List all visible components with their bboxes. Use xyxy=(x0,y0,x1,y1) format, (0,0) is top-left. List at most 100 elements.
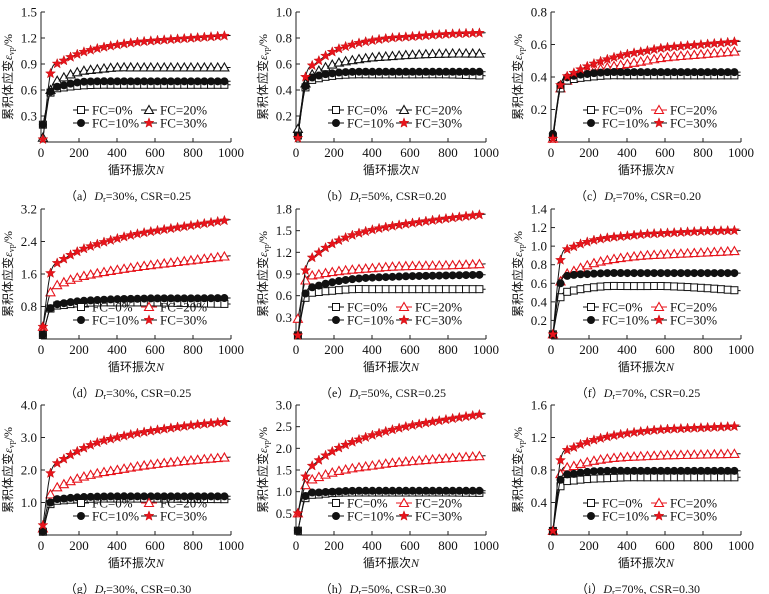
caption-part: r xyxy=(358,195,361,204)
data-point xyxy=(53,495,62,504)
data-point xyxy=(440,413,452,425)
data-point xyxy=(696,269,705,278)
data-point xyxy=(642,450,653,461)
data-point xyxy=(375,67,384,76)
data-point xyxy=(623,282,632,291)
data-point xyxy=(581,436,593,447)
legend-label: FC=20% xyxy=(670,496,717,511)
data-point xyxy=(321,279,330,288)
series-fc10 xyxy=(38,294,231,339)
x-tick-label: 800 xyxy=(693,145,713,160)
data-point xyxy=(100,295,109,304)
legend-label: FC=10% xyxy=(92,313,139,328)
data-point xyxy=(421,486,430,495)
data-point xyxy=(695,38,707,50)
data-point xyxy=(313,454,325,465)
caption-part: D xyxy=(602,582,612,594)
y-label-ylabel_unit: /% xyxy=(511,34,525,47)
data-point xyxy=(636,466,645,475)
x-tick-label: 200 xyxy=(69,538,89,553)
legend-label: FC=0% xyxy=(602,496,643,511)
data-point xyxy=(218,30,230,41)
y-tick-label: 1.8 xyxy=(276,202,292,217)
x-tick-label: 400 xyxy=(107,145,127,160)
data-point xyxy=(218,250,230,261)
data-point xyxy=(668,248,680,259)
data-point xyxy=(207,492,216,501)
data-point xyxy=(355,285,364,294)
legend-label: FC=10% xyxy=(347,313,394,328)
caption-part: =50%, CSR=0.25 xyxy=(361,386,446,400)
data-point xyxy=(213,492,222,501)
data-point xyxy=(152,224,163,236)
data-point xyxy=(663,68,672,77)
data-point xyxy=(355,486,364,495)
legend-item: FC=20% xyxy=(396,300,462,315)
legend-item: FC=10% xyxy=(328,313,394,328)
legend-label: FC=20% xyxy=(160,103,207,118)
data-point xyxy=(185,419,197,431)
data-point xyxy=(440,259,452,270)
data-point xyxy=(662,51,673,62)
data-point xyxy=(207,294,216,303)
legend-marker-icon xyxy=(77,303,85,311)
data-point xyxy=(193,492,202,501)
y-label-ylabel_main: 累积体应变 xyxy=(510,60,525,120)
data-point xyxy=(341,275,350,284)
x-tick-label: 0 xyxy=(548,145,555,160)
data-point xyxy=(341,285,350,294)
legend-label: FC=0% xyxy=(347,103,388,118)
data-point xyxy=(722,46,734,57)
y-axis-label: 累积体应变εvp/% xyxy=(255,427,271,513)
data-point xyxy=(153,77,162,86)
data-point xyxy=(218,61,230,72)
data-point xyxy=(138,35,150,47)
data-point xyxy=(185,61,197,72)
series-fc30 xyxy=(547,224,741,340)
data-point xyxy=(328,286,337,295)
caption-part: （ xyxy=(65,386,77,400)
y-tick-label: 4.0 xyxy=(21,398,37,413)
legend-marker-icon xyxy=(332,512,340,520)
caption-part: ） xyxy=(592,189,604,203)
legend-marker-icon xyxy=(77,106,85,114)
data-point xyxy=(313,246,325,258)
caption-part: g xyxy=(77,582,83,594)
data-point xyxy=(53,82,62,91)
data-point xyxy=(328,69,337,78)
y-tick-label: 1.0 xyxy=(531,239,547,254)
data-point xyxy=(306,460,318,471)
data-point xyxy=(71,445,83,457)
x-axis-label: 循环振次N xyxy=(618,163,675,177)
data-point xyxy=(192,61,204,72)
x-tick-label: 600 xyxy=(655,145,675,160)
data-point xyxy=(91,436,103,448)
y-axis-label: 累积体应变εvp/% xyxy=(510,427,526,513)
data-point xyxy=(138,226,150,238)
data-point xyxy=(105,40,117,51)
legend-marker-icon xyxy=(653,301,665,312)
series-fc10 xyxy=(548,68,741,138)
y-label-ylabel_sub: vp xyxy=(262,244,271,252)
data-point xyxy=(71,245,83,257)
data-point xyxy=(131,427,143,438)
data-point xyxy=(59,81,68,90)
legend-item: FC=20% xyxy=(651,496,717,511)
caption-part: ） xyxy=(591,582,603,594)
data-point xyxy=(140,294,149,303)
data-point xyxy=(435,486,444,495)
x-label-xlabel_sym: N xyxy=(665,360,675,374)
data-point xyxy=(180,77,189,86)
panel-caption: （f）Dr=70%, CSR=0.25 xyxy=(576,386,701,401)
data-point xyxy=(610,269,619,278)
x-tick-label: 800 xyxy=(438,145,458,160)
data-point xyxy=(555,454,566,465)
data-point xyxy=(132,61,143,72)
caption-part: =70%, CSR=0.30 xyxy=(615,582,700,594)
data-point xyxy=(447,412,459,424)
y-label-ylabel_sym: ε xyxy=(511,55,525,60)
x-tick-label: 1000 xyxy=(728,538,754,553)
data-point xyxy=(675,449,687,460)
y-label-ylabel_sub: vp xyxy=(517,440,526,448)
legend-item: FC=0% xyxy=(73,496,133,511)
